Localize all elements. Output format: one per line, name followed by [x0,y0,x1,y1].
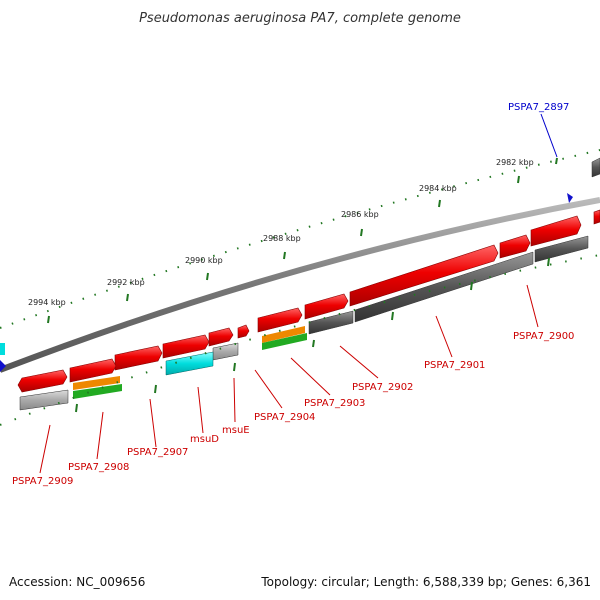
scale-label-2994: 2994 kbp [28,298,66,307]
gene-label-2909[interactable]: PSPA7_2909 [12,476,73,487]
gene-segment [237,324,250,339]
gene-segment [530,215,582,247]
scale-label-2986: 2986 kbp [341,210,379,219]
gene-label-2897[interactable]: PSPA7_2897 [508,102,569,113]
gene-segment [499,234,531,259]
accession-text: Accession: NC_009656 [9,575,145,589]
misc-features [73,326,307,399]
gene-segment [69,358,117,383]
gene-segment [17,369,68,393]
gene-label-2907[interactable]: PSPA7_2907 [127,447,188,458]
forward-genes [17,209,600,393]
gene-segment [257,307,303,333]
rna-features [165,351,214,376]
gene-segment [304,293,349,320]
gene-segment [208,327,234,347]
gene-label-2900[interactable]: PSPA7_2900 [513,331,574,342]
gene-label-2902[interactable]: PSPA7_2902 [352,382,413,393]
gene-label-2908[interactable]: PSPA7_2908 [68,462,129,473]
gene-labels: PSPA7_2897 PSPA7_2900 PSPA7_2901 PSPA7_2… [12,102,574,487]
genome-backbone [0,197,600,373]
gene-label-2901[interactable]: PSPA7_2901 [424,360,485,371]
scale-label-2990: 2990 kbp [185,256,223,265]
map-title: Pseudomonas aeruginosa PA7, complete gen… [139,11,461,26]
callout-lines [39,113,558,474]
blue-features [0,193,573,372]
gene-label-2903[interactable]: PSPA7_2903 [304,398,365,409]
scale-label-2992: 2992 kbp [107,278,145,287]
scale-label-2982: 2982 kbp [496,158,534,167]
gene-segment [349,244,499,307]
genome-summary-text: Topology: circular; Length: 6,588,339 bp… [260,575,591,589]
major-ticks [47,157,558,324]
gene-segment [593,209,600,225]
gene-label-msue[interactable]: msuE [222,425,250,436]
scale-label-2984: 2984 kbp [419,184,457,193]
gene-label-2904[interactable]: PSPA7_2904 [254,412,315,423]
scale-labels: 2982 kbp 2984 kbp 2986 kbp 2988 kbp 2990… [28,158,534,307]
inner-major-ticks [75,257,550,413]
gene-segment [114,345,163,371]
gene-label-msud[interactable]: msuD [190,434,219,445]
scale-label-2988: 2988 kbp [263,234,301,243]
gene-segment [162,334,210,359]
